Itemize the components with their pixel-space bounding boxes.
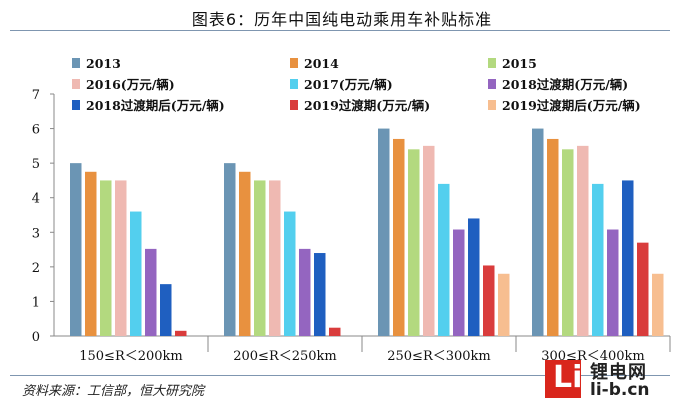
chart-title: 图表6：历年中国纯电动乘用车补贴标准 bbox=[191, 10, 493, 29]
title-divider bbox=[10, 30, 670, 31]
legend-item: 2018过渡期后(万元/辆) bbox=[72, 98, 225, 113]
y-tick-label: 2 bbox=[32, 261, 40, 276]
bar bbox=[284, 211, 296, 336]
legend-item: 2017(万元/辆) bbox=[290, 77, 393, 92]
legend-swatch bbox=[72, 100, 80, 110]
bar bbox=[498, 273, 510, 336]
bar bbox=[175, 330, 187, 336]
legend-item: 2018过渡期(万元/辆) bbox=[488, 77, 628, 92]
bar bbox=[224, 163, 236, 336]
bar bbox=[423, 145, 435, 336]
bar bbox=[160, 284, 172, 336]
bar bbox=[577, 145, 589, 336]
watermark-name-en: li-b.cn bbox=[590, 380, 650, 400]
legend-swatch bbox=[72, 58, 80, 68]
legend-label: 2019过渡期(万元/辆) bbox=[304, 98, 430, 113]
legend-swatch bbox=[290, 58, 298, 68]
footer-divider bbox=[10, 375, 670, 376]
watermark-logo: Li 锂电网 li-b.cn bbox=[545, 356, 684, 403]
legend-label: 2017(万元/辆) bbox=[304, 77, 393, 92]
watermark-logo-letter: Li bbox=[553, 360, 583, 395]
watermark-logo-mark: Li bbox=[545, 360, 583, 398]
bar bbox=[532, 128, 544, 336]
legend-label: 2015 bbox=[502, 56, 537, 71]
bar bbox=[70, 163, 82, 336]
legend-item: 2019过渡期后(万元/辆) bbox=[488, 98, 641, 113]
legend-swatch bbox=[488, 100, 496, 110]
legend-item: 2016(万元/辆) bbox=[72, 77, 175, 92]
bar bbox=[592, 183, 604, 336]
legend-label: 2014 bbox=[304, 56, 339, 71]
bar bbox=[100, 180, 112, 336]
bar bbox=[299, 248, 311, 336]
legend-label: 2019过渡期后(万元/辆) bbox=[502, 98, 641, 113]
bar bbox=[468, 218, 480, 336]
chart-axes: 0 1 2 3 4 5 6 7 150≤R＜200km 200≤R＜250km 250≤R＜300k… bbox=[32, 88, 671, 364]
y-tick-label: 3 bbox=[32, 226, 40, 241]
legend-label: 2016(万元/辆) bbox=[86, 77, 175, 92]
bar bbox=[314, 253, 326, 336]
legend-swatch bbox=[290, 79, 298, 89]
bar bbox=[239, 171, 251, 336]
bar bbox=[483, 265, 495, 336]
bar bbox=[637, 242, 649, 336]
watermark-name-cn: 锂电网 bbox=[590, 362, 647, 383]
bar bbox=[438, 183, 450, 336]
legend-item: 2015 bbox=[488, 56, 537, 71]
y-tick-label: 7 bbox=[32, 88, 40, 103]
bar bbox=[453, 229, 465, 336]
legend-swatch bbox=[488, 79, 496, 89]
legend-item: 2013 bbox=[72, 56, 121, 71]
bar bbox=[329, 327, 341, 336]
bar bbox=[115, 180, 127, 336]
legend-label: 2018过渡期(万元/辆) bbox=[502, 77, 628, 92]
x-category-label: 250≤R＜300km bbox=[387, 349, 491, 364]
legend-label: 2013 bbox=[86, 56, 121, 71]
bar bbox=[393, 138, 405, 336]
y-tick-label: 5 bbox=[32, 157, 40, 172]
legend-swatch bbox=[488, 58, 496, 68]
bar bbox=[562, 149, 574, 336]
legend-swatch bbox=[72, 79, 80, 89]
legend-item: 2014 bbox=[290, 56, 339, 71]
y-tick-label: 4 bbox=[32, 192, 40, 207]
x-category-label: 200≤R＜250km bbox=[233, 349, 337, 364]
bar bbox=[547, 138, 559, 336]
chart-legend: 2013 2014 2015 2016(万元/辆) 2017(万元/辆) 2018过渡期(… bbox=[72, 56, 641, 113]
chart-bars bbox=[70, 128, 664, 336]
bar bbox=[408, 149, 420, 336]
bar bbox=[607, 229, 619, 336]
x-category-label: 150≤R＜200km bbox=[79, 349, 183, 364]
legend-swatch bbox=[290, 100, 298, 110]
bar bbox=[652, 273, 664, 336]
y-tick-label: 0 bbox=[32, 330, 40, 345]
y-tick-label: 6 bbox=[32, 123, 40, 138]
bar bbox=[269, 180, 281, 336]
bar bbox=[378, 128, 390, 336]
bar bbox=[130, 211, 142, 336]
bar bbox=[85, 171, 97, 336]
legend-item: 2019过渡期(万元/辆) bbox=[290, 98, 430, 113]
bar bbox=[622, 180, 634, 336]
legend-label: 2018过渡期后(万元/辆) bbox=[86, 98, 225, 113]
y-tick-label: 1 bbox=[32, 295, 40, 310]
bar bbox=[145, 248, 157, 336]
bar bbox=[254, 180, 266, 336]
source-note: 资料来源：工信部，恒大研究院 bbox=[22, 384, 205, 399]
